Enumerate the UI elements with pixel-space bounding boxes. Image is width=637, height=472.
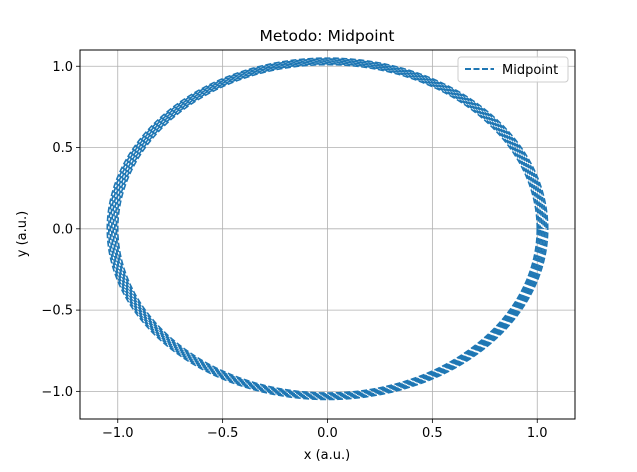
- legend-label-midpoint: Midpoint: [502, 63, 558, 78]
- x-axis-label: x (a.u.): [304, 448, 350, 463]
- series-midpoint-orbit: [116, 63, 539, 394]
- x-tick-label: −0.5: [207, 426, 239, 441]
- y-tick-label: 1.0: [52, 60, 73, 75]
- y-tick-label: −1.0: [41, 385, 73, 400]
- y-tick-label: 0.0: [52, 222, 73, 237]
- y-tick-label: −0.5: [41, 304, 73, 319]
- series-midpoint-orbit: [113, 61, 542, 396]
- legend-box: [457, 56, 569, 83]
- x-tick-label: −1.0: [102, 426, 134, 441]
- series-midpoint-orbit: [112, 61, 543, 397]
- y-axis-label: y (a.u.): [15, 211, 30, 257]
- plot-area: [79, 49, 576, 420]
- x-tick-label: 0.0: [317, 426, 338, 441]
- x-axis-ticks: −1.0 −0.5 0.0 0.5 1.0: [102, 419, 548, 441]
- grid: [80, 50, 575, 419]
- series-midpoint-orbit: [115, 62, 540, 395]
- legend: Midpoint: [457, 56, 569, 83]
- x-tick-label: 1.0: [527, 426, 548, 441]
- x-tick-label: 0.5: [422, 426, 443, 441]
- series-midpoint-orbit: [107, 58, 548, 400]
- series-midpoint-orbit: [106, 57, 549, 401]
- chart-title: Metodo: Midpoint: [260, 27, 395, 45]
- y-axis-ticks: 1.0 0.5 0.0 −0.5 −1.0: [41, 60, 80, 400]
- series-layer: [106, 57, 549, 401]
- series-midpoint-orbit: [109, 59, 546, 399]
- series-midpoint-orbit: [110, 60, 545, 398]
- y-tick-label: 0.5: [52, 141, 73, 156]
